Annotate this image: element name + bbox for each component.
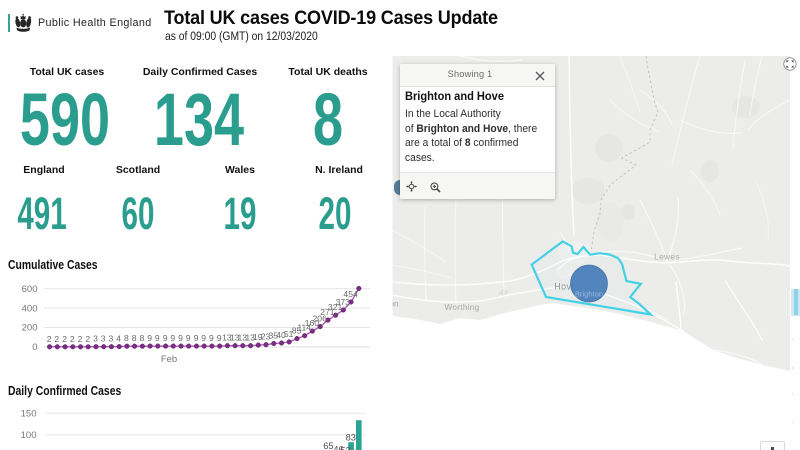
svg-text:9: 9 <box>209 333 214 343</box>
svg-text:2: 2 <box>78 334 83 344</box>
svg-text:2: 2 <box>47 334 52 344</box>
svg-text:8: 8 <box>124 333 129 343</box>
svg-text:2: 2 <box>70 334 75 344</box>
svg-text:65: 65 <box>323 441 333 450</box>
svg-text:3: 3 <box>101 334 106 344</box>
svg-text:23: 23 <box>261 332 271 342</box>
svg-text:Lewes: Lewes <box>654 252 680 262</box>
svg-text:9: 9 <box>201 333 206 343</box>
svg-text:51: 51 <box>284 329 294 339</box>
svg-text:200: 200 <box>22 323 38 334</box>
svg-text:454: 454 <box>343 289 358 299</box>
svg-text:Worthing: Worthing <box>444 303 479 312</box>
svg-text:2: 2 <box>62 334 67 344</box>
svg-text:9: 9 <box>170 333 175 343</box>
svg-text:160: 160 <box>305 318 320 328</box>
svg-text:Feb: Feb <box>161 354 177 365</box>
svg-text:8: 8 <box>140 333 145 343</box>
svg-text:on: on <box>389 300 399 309</box>
svg-text:373: 373 <box>336 297 351 307</box>
svg-text:271: 271 <box>320 307 335 317</box>
svg-text:83: 83 <box>346 433 356 443</box>
svg-text:Hove: Hove <box>554 282 576 292</box>
svg-text:9: 9 <box>194 333 199 343</box>
svg-text:2: 2 <box>54 334 59 344</box>
svg-text:2: 2 <box>85 334 90 344</box>
svg-text:4: 4 <box>116 334 121 344</box>
svg-text:Brighton: Brighton <box>575 289 603 298</box>
svg-text:35: 35 <box>269 331 279 341</box>
svg-text:9: 9 <box>155 333 160 343</box>
svg-text:13: 13 <box>238 333 248 343</box>
svg-text:3: 3 <box>93 334 98 344</box>
svg-text:40: 40 <box>276 330 286 340</box>
svg-text:9: 9 <box>147 333 152 343</box>
svg-text:13: 13 <box>245 333 255 343</box>
svg-text:100: 100 <box>21 430 37 441</box>
svg-text:321: 321 <box>328 302 343 312</box>
svg-text:19: 19 <box>253 332 263 342</box>
svg-text:46: 46 <box>333 445 343 450</box>
svg-text:114: 114 <box>297 323 311 333</box>
svg-text:3: 3 <box>109 334 114 344</box>
svg-text:150: 150 <box>21 409 37 420</box>
svg-text:400: 400 <box>22 303 38 314</box>
svg-text:0: 0 <box>32 342 37 353</box>
svg-text:9: 9 <box>217 333 222 343</box>
svg-text:206: 206 <box>313 314 328 324</box>
svg-text:9: 9 <box>186 333 191 343</box>
svg-text:600: 600 <box>22 284 38 295</box>
svg-text:13: 13 <box>230 333 240 343</box>
svg-text:85: 85 <box>292 326 302 336</box>
svg-text:9: 9 <box>163 333 168 343</box>
svg-text:8: 8 <box>132 333 137 343</box>
svg-text:9: 9 <box>178 333 183 343</box>
svg-text:52: 52 <box>340 446 350 450</box>
svg-text:13: 13 <box>222 333 232 343</box>
